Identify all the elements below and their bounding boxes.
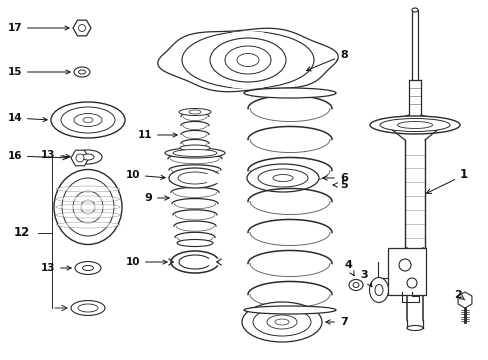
Ellipse shape xyxy=(369,116,459,134)
Ellipse shape xyxy=(56,186,120,192)
Ellipse shape xyxy=(244,88,335,98)
Ellipse shape xyxy=(369,278,387,302)
Ellipse shape xyxy=(244,306,335,314)
Text: 2: 2 xyxy=(453,290,464,300)
Ellipse shape xyxy=(82,266,93,270)
Ellipse shape xyxy=(51,102,125,138)
Ellipse shape xyxy=(79,70,85,74)
Ellipse shape xyxy=(75,261,101,274)
Ellipse shape xyxy=(61,107,115,133)
Ellipse shape xyxy=(179,108,210,116)
Ellipse shape xyxy=(242,302,321,342)
Ellipse shape xyxy=(56,212,120,218)
Ellipse shape xyxy=(62,178,114,236)
Ellipse shape xyxy=(177,239,213,247)
Ellipse shape xyxy=(74,113,102,126)
Ellipse shape xyxy=(272,175,292,181)
Ellipse shape xyxy=(78,304,98,312)
Ellipse shape xyxy=(56,196,120,202)
Bar xyxy=(411,10,417,80)
Ellipse shape xyxy=(180,145,209,151)
Text: 12: 12 xyxy=(14,226,30,239)
Ellipse shape xyxy=(379,118,449,131)
Ellipse shape xyxy=(71,301,105,315)
Ellipse shape xyxy=(246,164,318,192)
Ellipse shape xyxy=(274,319,288,325)
Circle shape xyxy=(79,24,85,31)
Ellipse shape xyxy=(82,154,94,160)
Text: 17: 17 xyxy=(7,23,69,33)
Text: 10: 10 xyxy=(125,257,167,267)
Ellipse shape xyxy=(411,8,417,12)
Text: 4: 4 xyxy=(344,260,353,276)
Ellipse shape xyxy=(169,168,221,188)
Text: 13: 13 xyxy=(41,150,70,160)
Ellipse shape xyxy=(83,117,93,122)
Text: 5: 5 xyxy=(332,180,347,190)
Ellipse shape xyxy=(374,284,382,296)
Text: 13: 13 xyxy=(41,263,71,273)
Ellipse shape xyxy=(178,172,212,184)
Text: 10: 10 xyxy=(125,170,165,180)
Ellipse shape xyxy=(56,204,120,210)
Text: 15: 15 xyxy=(7,67,70,77)
Ellipse shape xyxy=(173,149,217,157)
Ellipse shape xyxy=(54,170,122,244)
Text: 9: 9 xyxy=(144,193,169,203)
Ellipse shape xyxy=(164,148,224,158)
Text: 3: 3 xyxy=(360,270,371,287)
Ellipse shape xyxy=(406,325,422,330)
Circle shape xyxy=(398,259,410,271)
Ellipse shape xyxy=(224,46,270,74)
Ellipse shape xyxy=(74,150,102,164)
Text: 7: 7 xyxy=(325,317,347,327)
Text: 11: 11 xyxy=(137,130,177,140)
Ellipse shape xyxy=(74,67,90,77)
Ellipse shape xyxy=(209,38,285,82)
Ellipse shape xyxy=(182,31,313,89)
Ellipse shape xyxy=(56,222,120,228)
Ellipse shape xyxy=(81,200,95,214)
Text: 14: 14 xyxy=(7,113,47,123)
Circle shape xyxy=(76,154,84,162)
Bar xyxy=(387,248,425,295)
Ellipse shape xyxy=(237,54,259,67)
Ellipse shape xyxy=(198,31,297,89)
Ellipse shape xyxy=(348,279,362,291)
Ellipse shape xyxy=(266,315,296,329)
Ellipse shape xyxy=(397,122,431,129)
Bar xyxy=(206,174,223,182)
Ellipse shape xyxy=(352,283,358,288)
Text: 6: 6 xyxy=(322,173,347,183)
Circle shape xyxy=(406,278,416,288)
Ellipse shape xyxy=(252,308,310,336)
Ellipse shape xyxy=(189,110,201,114)
Ellipse shape xyxy=(258,169,307,187)
Ellipse shape xyxy=(73,191,103,223)
Text: 16: 16 xyxy=(7,151,67,161)
Text: 1: 1 xyxy=(426,168,467,193)
Text: 8: 8 xyxy=(306,50,347,71)
